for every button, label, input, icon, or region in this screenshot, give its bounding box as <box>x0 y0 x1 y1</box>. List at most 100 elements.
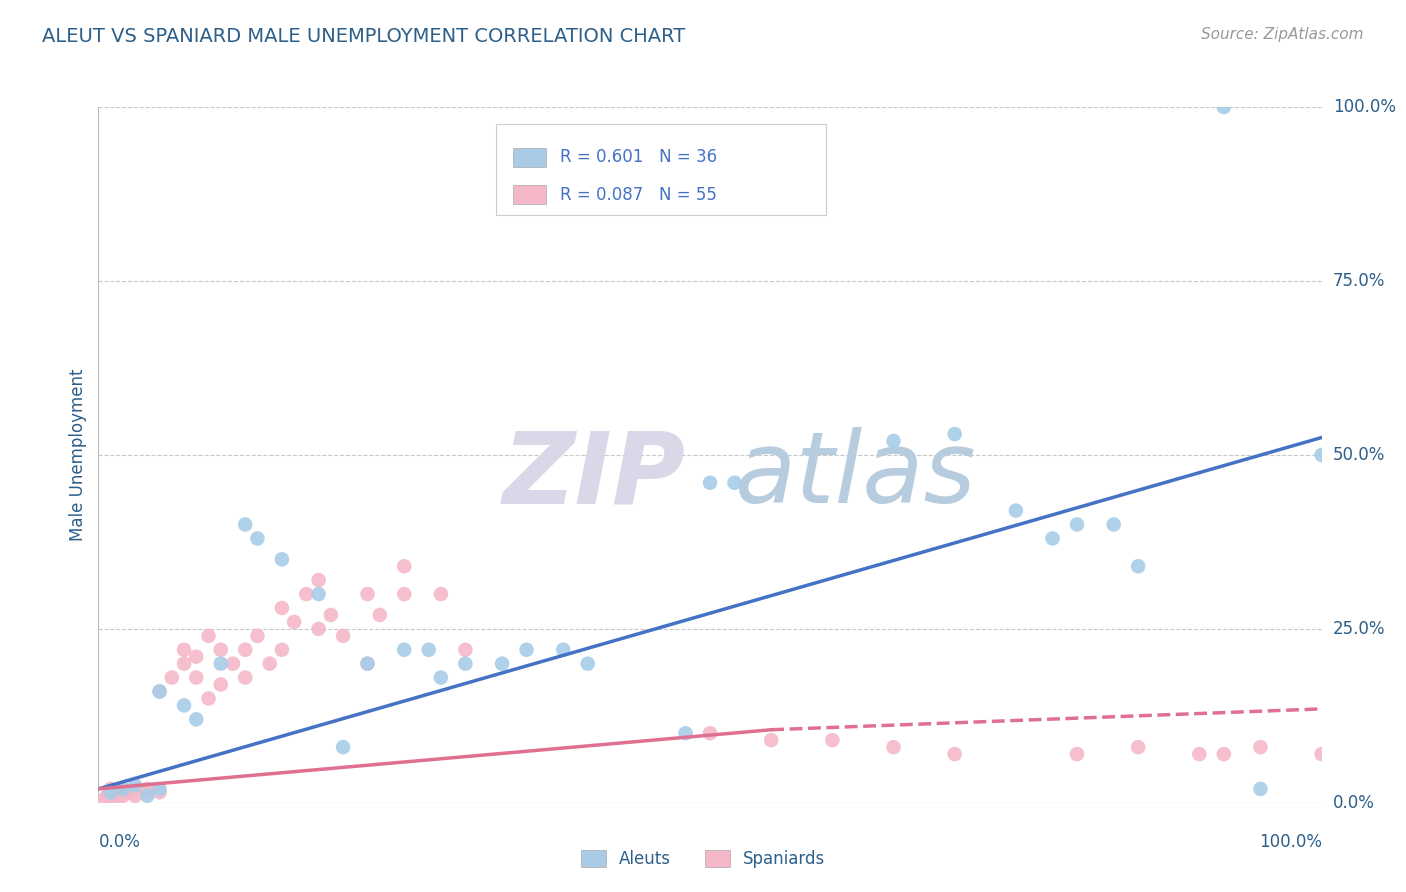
Point <box>1310 448 1333 462</box>
Point <box>699 475 721 490</box>
Point <box>111 781 134 796</box>
Point <box>368 607 391 622</box>
Point <box>149 781 172 796</box>
Point <box>883 434 905 448</box>
Point <box>283 615 305 629</box>
Point <box>430 587 453 601</box>
Point <box>105 792 128 806</box>
Point <box>332 740 354 755</box>
Point <box>1128 559 1150 574</box>
Point <box>149 785 172 799</box>
Point <box>111 789 134 803</box>
Point <box>1042 532 1064 546</box>
Point <box>491 657 513 671</box>
Point <box>209 657 232 671</box>
Point <box>1004 503 1026 517</box>
Point <box>186 671 208 685</box>
Point <box>1249 781 1271 796</box>
Point <box>270 552 294 566</box>
Point <box>209 677 232 691</box>
Point <box>1066 747 1088 761</box>
FancyBboxPatch shape <box>496 124 827 215</box>
Point <box>173 642 195 657</box>
Point <box>723 475 745 490</box>
Point <box>308 573 330 587</box>
Text: 50.0%: 50.0% <box>1333 446 1385 464</box>
Point <box>821 733 844 747</box>
Point <box>105 785 128 799</box>
Point <box>332 629 354 643</box>
Point <box>149 684 172 698</box>
Point <box>270 601 294 615</box>
Text: 100.0%: 100.0% <box>1333 98 1396 116</box>
Point <box>111 781 134 796</box>
Point <box>160 671 183 685</box>
Point <box>186 649 208 664</box>
Point <box>699 726 721 740</box>
Y-axis label: Male Unemployment: Male Unemployment <box>69 368 87 541</box>
Point <box>392 587 416 601</box>
Point <box>259 657 281 671</box>
Point <box>454 657 477 671</box>
Point <box>1212 100 1234 114</box>
Point <box>246 629 269 643</box>
Point <box>233 517 256 532</box>
Point <box>356 657 378 671</box>
Point <box>136 789 159 803</box>
Text: 25.0%: 25.0% <box>1333 620 1385 638</box>
Point <box>197 691 219 706</box>
Point <box>1066 517 1088 532</box>
Text: ALEUT VS SPANIARD MALE UNEMPLOYMENT CORRELATION CHART: ALEUT VS SPANIARD MALE UNEMPLOYMENT CORR… <box>42 27 686 45</box>
Point <box>209 642 232 657</box>
Point <box>149 684 172 698</box>
Point <box>1102 517 1125 532</box>
Point <box>308 587 330 601</box>
Point <box>943 427 966 442</box>
Point <box>1249 740 1271 755</box>
Point <box>761 733 783 747</box>
Text: 0.0%: 0.0% <box>1333 794 1375 812</box>
Point <box>675 726 697 740</box>
Point <box>1188 747 1211 761</box>
Point <box>93 792 115 806</box>
Point <box>173 657 195 671</box>
Point <box>1310 747 1333 761</box>
Point <box>1212 747 1234 761</box>
FancyBboxPatch shape <box>513 186 546 204</box>
Point <box>308 622 330 636</box>
Point <box>392 642 416 657</box>
Point <box>124 781 146 796</box>
Text: atlas: atlas <box>734 427 976 524</box>
Point <box>883 740 905 755</box>
Point <box>136 781 159 796</box>
FancyBboxPatch shape <box>513 148 546 167</box>
Point <box>222 657 245 671</box>
Point <box>246 532 269 546</box>
Point <box>392 559 416 574</box>
Point <box>100 781 122 796</box>
Point <box>124 789 146 803</box>
Point <box>96 789 118 803</box>
Point <box>430 671 453 685</box>
Text: 0.0%: 0.0% <box>98 833 141 851</box>
Text: 75.0%: 75.0% <box>1333 272 1385 290</box>
Point <box>553 642 575 657</box>
Point <box>173 698 195 713</box>
Point <box>356 587 378 601</box>
Point <box>118 785 141 799</box>
Point <box>233 642 256 657</box>
Text: R = 0.601   N = 36: R = 0.601 N = 36 <box>560 148 717 166</box>
Text: 100.0%: 100.0% <box>1258 833 1322 851</box>
Point <box>124 778 146 792</box>
Text: ZIP: ZIP <box>502 427 686 524</box>
Point <box>1128 740 1150 755</box>
Point <box>100 785 122 799</box>
Point <box>418 642 440 657</box>
Legend: Aleuts, Spaniards: Aleuts, Spaniards <box>574 843 832 875</box>
Point <box>943 747 966 761</box>
Point <box>270 642 294 657</box>
Point <box>233 671 256 685</box>
Point <box>356 657 378 671</box>
Point <box>576 657 599 671</box>
Point <box>295 587 318 601</box>
